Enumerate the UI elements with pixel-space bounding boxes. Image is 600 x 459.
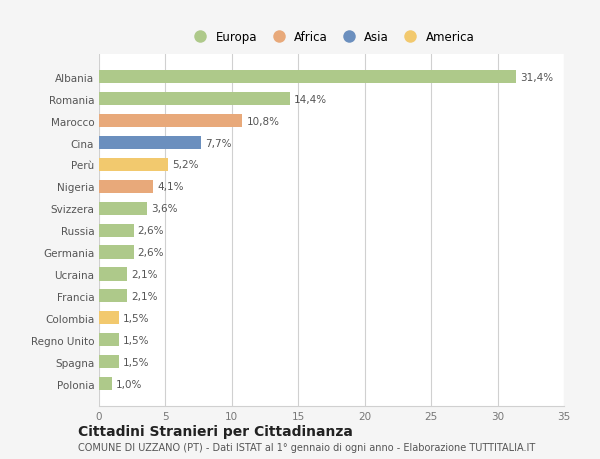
Legend: Europa, Africa, Asia, America: Europa, Africa, Asia, America bbox=[184, 26, 479, 48]
Bar bbox=[99, 93, 290, 106]
Bar bbox=[99, 202, 147, 215]
Text: 4,1%: 4,1% bbox=[157, 182, 184, 192]
Bar bbox=[99, 246, 134, 259]
Text: 1,5%: 1,5% bbox=[123, 313, 149, 323]
Text: 2,1%: 2,1% bbox=[131, 269, 157, 280]
Bar bbox=[99, 312, 119, 325]
Bar bbox=[99, 115, 242, 128]
Bar bbox=[99, 333, 119, 347]
Bar bbox=[99, 290, 127, 303]
Text: 1,5%: 1,5% bbox=[123, 335, 149, 345]
Bar bbox=[99, 224, 134, 237]
Text: 3,6%: 3,6% bbox=[151, 204, 178, 214]
Text: 10,8%: 10,8% bbox=[247, 116, 280, 126]
Text: COMUNE DI UZZANO (PT) - Dati ISTAT al 1° gennaio di ogni anno - Elaborazione TUT: COMUNE DI UZZANO (PT) - Dati ISTAT al 1°… bbox=[78, 442, 535, 452]
Bar bbox=[99, 268, 127, 281]
Bar bbox=[99, 158, 168, 172]
Bar bbox=[99, 137, 202, 150]
Text: 14,4%: 14,4% bbox=[295, 95, 328, 105]
Text: 5,2%: 5,2% bbox=[172, 160, 199, 170]
Bar bbox=[99, 355, 119, 369]
Text: 2,1%: 2,1% bbox=[131, 291, 157, 301]
Text: Cittadini Stranieri per Cittadinanza: Cittadini Stranieri per Cittadinanza bbox=[78, 425, 353, 438]
Bar bbox=[99, 71, 516, 84]
Text: 2,6%: 2,6% bbox=[137, 226, 164, 235]
Text: 1,0%: 1,0% bbox=[116, 379, 143, 389]
Bar bbox=[99, 377, 112, 390]
Text: 7,7%: 7,7% bbox=[205, 138, 232, 148]
Text: 31,4%: 31,4% bbox=[520, 73, 553, 83]
Bar bbox=[99, 180, 154, 194]
Text: 2,6%: 2,6% bbox=[137, 247, 164, 257]
Text: 1,5%: 1,5% bbox=[123, 357, 149, 367]
